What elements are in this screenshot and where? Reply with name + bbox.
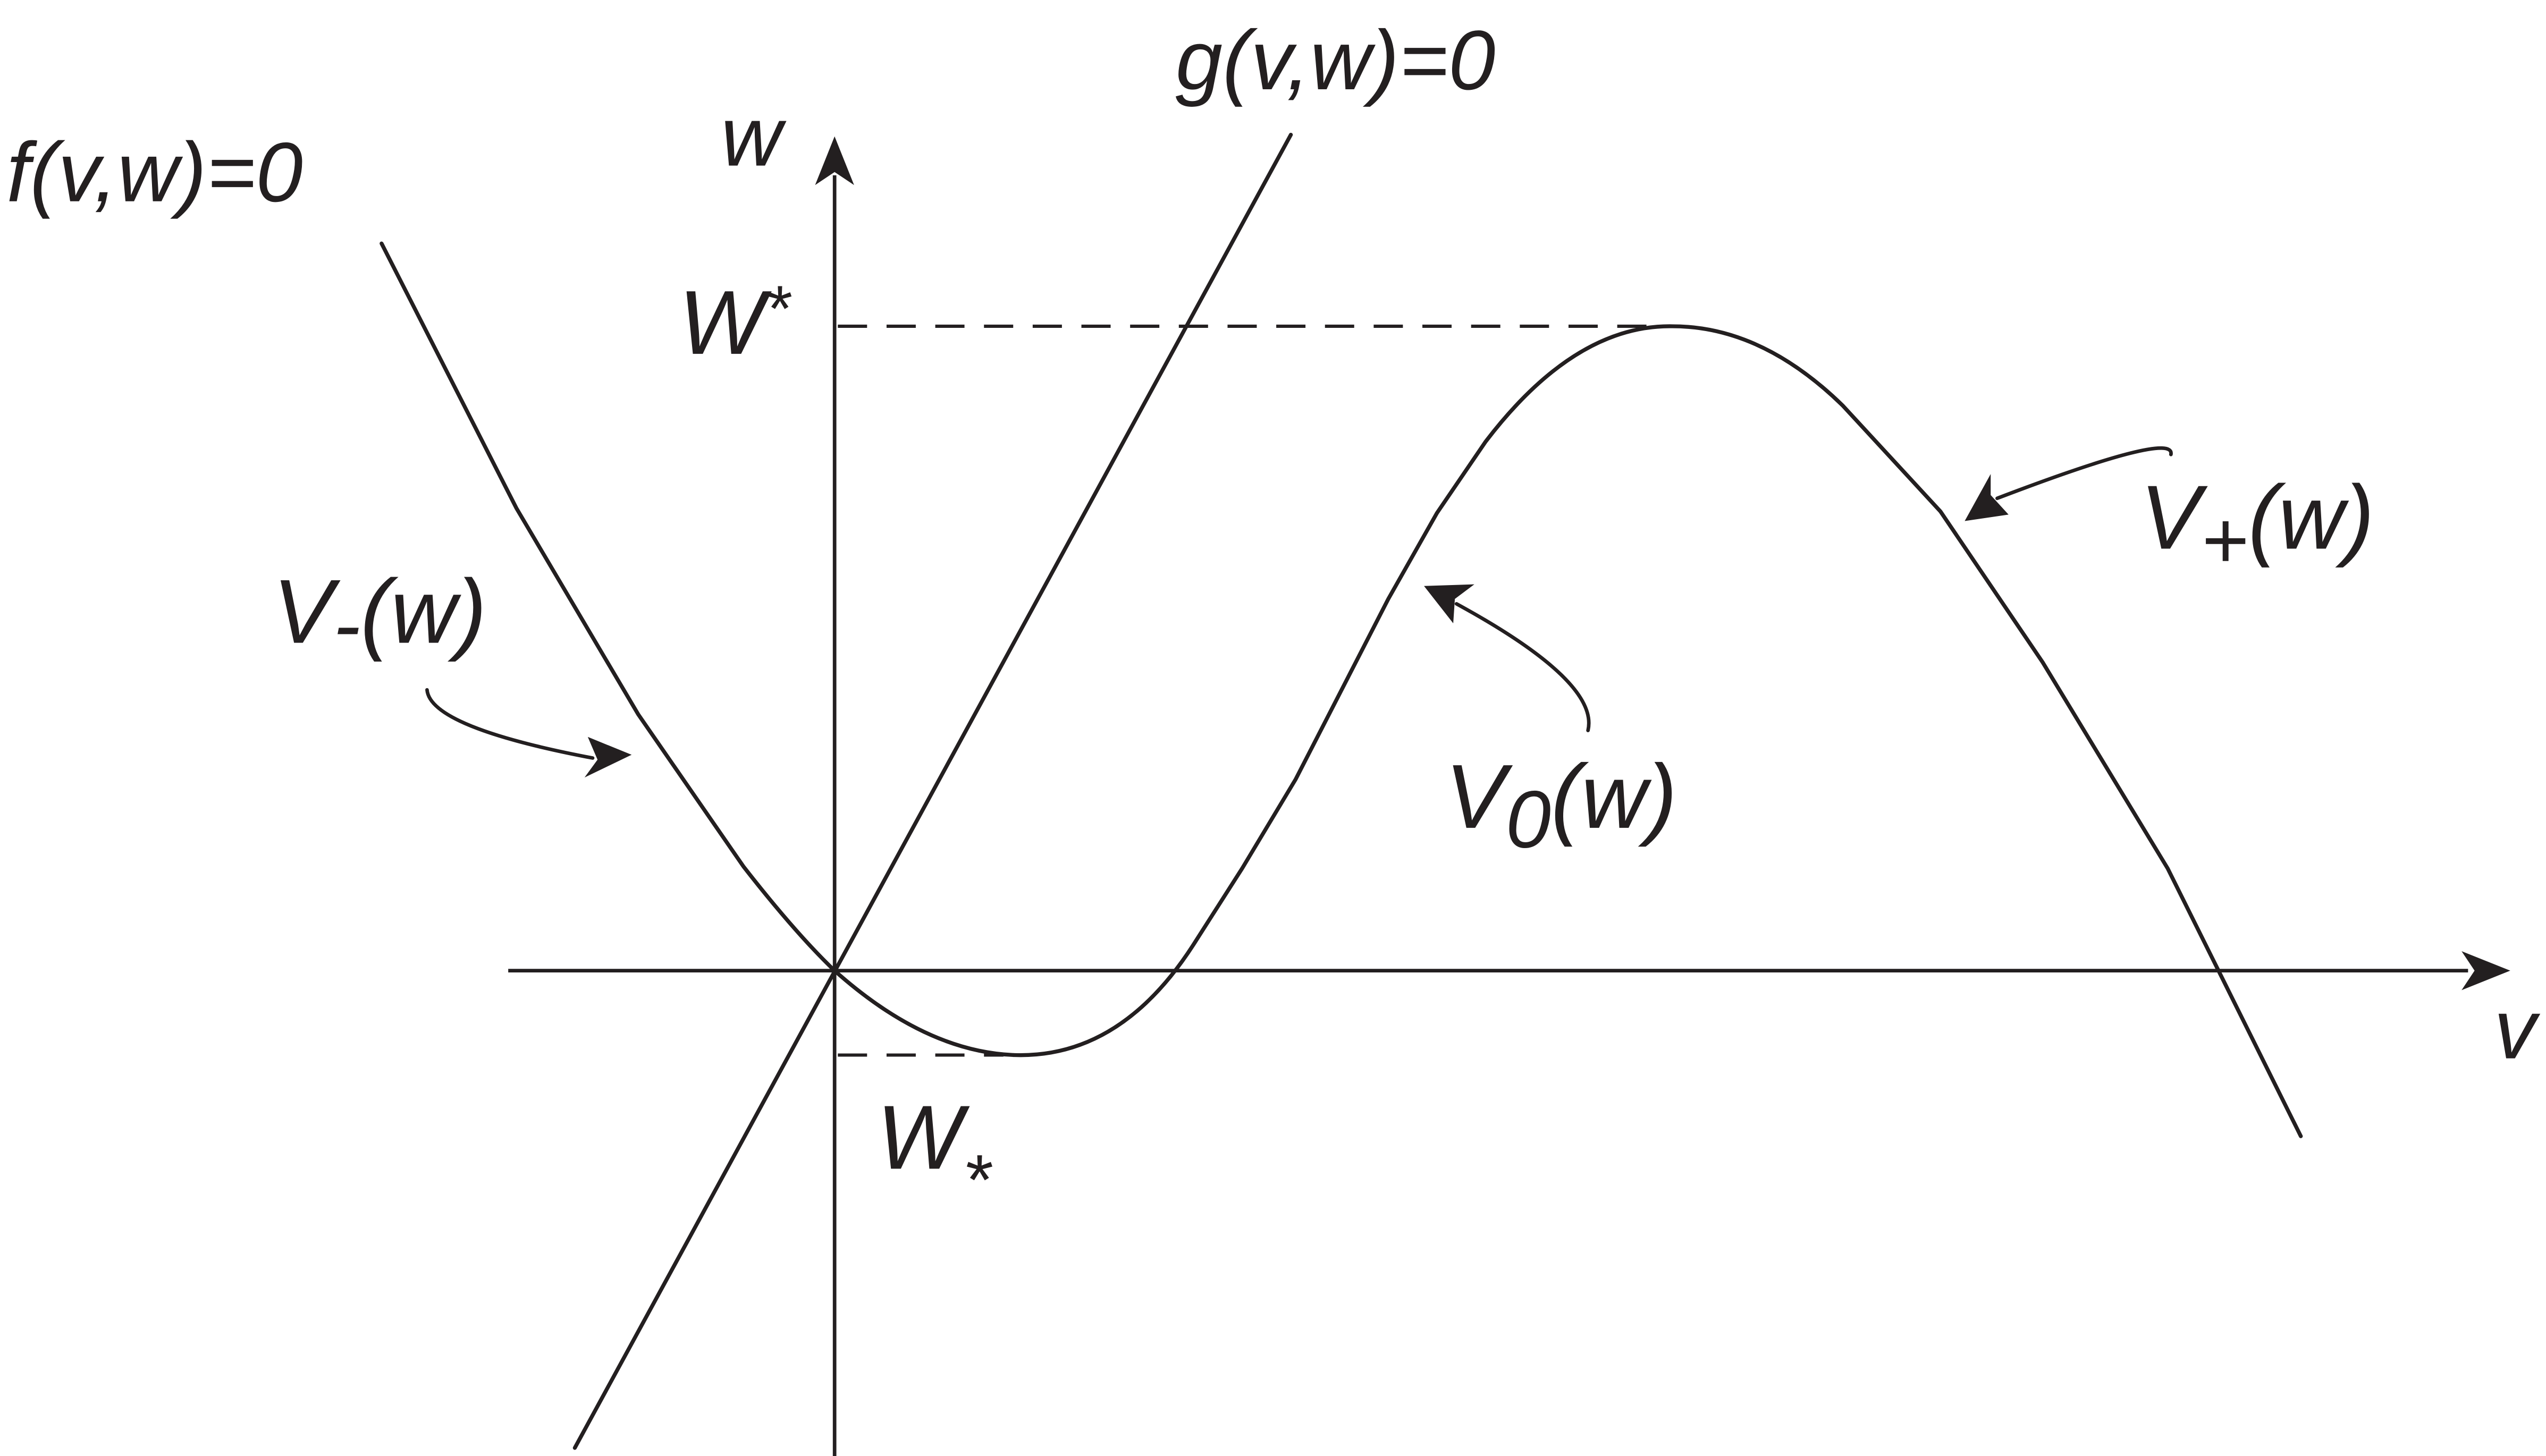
v-minus-pointer-arrowhead (584, 737, 632, 778)
w-lower-label: W* (877, 1087, 992, 1220)
v-minus-pointer (425, 688, 595, 760)
v-axis-arrowhead (2461, 951, 2510, 991)
w-axis-label: w (721, 89, 787, 184)
g-nullcline-line (572, 132, 1293, 1450)
g-nullcline-label: g(v,w)=0 (1176, 13, 1496, 107)
w-axis-arrowhead (815, 136, 854, 185)
v-minus-label: V-(w) (273, 561, 486, 670)
v-zero-pointer-arrowhead (1424, 584, 1474, 623)
f-nullcline-label: f(v,w)=0 (6, 125, 302, 219)
v-plus-label: V+(w) (2140, 467, 2374, 586)
v-plus-pointer-arrowhead (1965, 473, 2009, 521)
w-upper-label: W* (679, 272, 791, 374)
f-nullcline-curve (380, 241, 2303, 1138)
v-axis-label: v (2494, 982, 2541, 1077)
v-zero-label: V0(w) (1445, 746, 1677, 865)
v-plus-pointer (1995, 446, 2173, 501)
v-zero-pointer (1454, 602, 1591, 732)
